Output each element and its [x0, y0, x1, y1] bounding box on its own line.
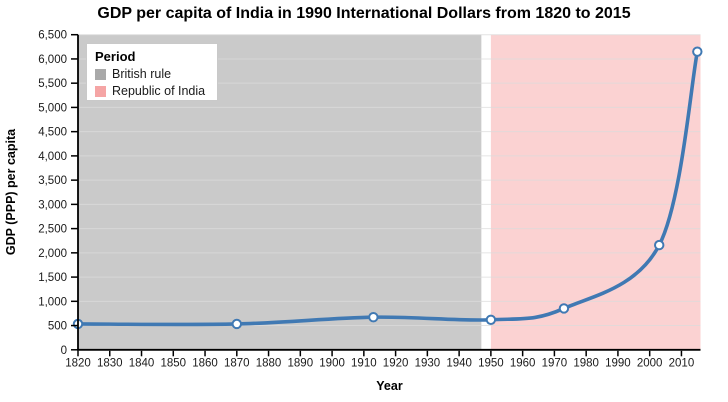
legend-title: Period [95, 49, 136, 64]
x-tick-label: 1920 [383, 358, 409, 370]
legend-item-republic-of-india: Republic of India [95, 84, 209, 98]
x-tick-label: 2010 [669, 358, 695, 370]
x-tick-label: 1930 [415, 358, 441, 370]
y-tick-label: 2,000 [38, 248, 67, 260]
x-tick-label: 1820 [65, 358, 91, 370]
x-tick-label: 1850 [160, 358, 186, 370]
y-tick-label: 0 [61, 345, 67, 357]
y-tick-label: 6,500 [38, 30, 67, 42]
x-tick-label: 1890 [288, 358, 314, 370]
x-tick-label: 1830 [97, 358, 123, 370]
x-tick-label: 1940 [446, 358, 472, 370]
legend-item-british-rule: British rule [95, 67, 209, 81]
data-point-1973 [558, 303, 570, 314]
data-point-1913 [368, 311, 379, 323]
data-point-2003 [654, 239, 665, 251]
legend: Period British rule Republic of India [86, 43, 218, 101]
x-tick-label: 1900 [319, 358, 345, 370]
y-tick-label: 4,000 [38, 151, 67, 163]
y-tick-label: 3,000 [38, 199, 67, 211]
x-tick-label: 1970 [542, 358, 568, 370]
x-tick-label: 1860 [192, 358, 218, 370]
republic-of-india-region [490, 34, 701, 350]
x-tick-label: 2000 [637, 358, 663, 370]
y-tick-label: 5,000 [38, 102, 67, 114]
x-tick-label: 1910 [351, 358, 377, 370]
republic-of-india-swatch-icon [95, 85, 106, 97]
y-tick-label: 1,000 [38, 296, 67, 308]
y-tick-label: 1,500 [38, 272, 67, 284]
y-tick-label: 2,500 [38, 224, 67, 236]
x-tick-label: 1870 [224, 358, 250, 370]
x-tick-label: 1980 [573, 358, 599, 370]
legend-item-label: Republic of India [112, 84, 206, 98]
y-tick-label: 500 [48, 321, 67, 333]
y-tick-label: 6,000 [38, 54, 67, 66]
x-tick-label: 1840 [129, 358, 155, 370]
british-rule-swatch-icon [95, 68, 106, 80]
y-tick-label: 4,500 [38, 127, 67, 139]
x-tick-label: 1950 [478, 358, 504, 370]
y-tick-label: 5,500 [38, 78, 67, 90]
x-tick-label: 1990 [605, 358, 631, 370]
x-axis-label: Year [376, 379, 403, 393]
x-tick-label: 1960 [510, 358, 536, 370]
y-tick-label: 3,500 [38, 175, 67, 187]
legend-item-label: British rule [112, 67, 172, 81]
data-point-1870 [231, 318, 243, 330]
x-tick-label: 1880 [256, 358, 282, 370]
data-point-1950 [485, 314, 497, 325]
data-point-2015 [692, 46, 703, 57]
chart-title: GDP per capita of India in 1990 Internat… [97, 5, 631, 22]
